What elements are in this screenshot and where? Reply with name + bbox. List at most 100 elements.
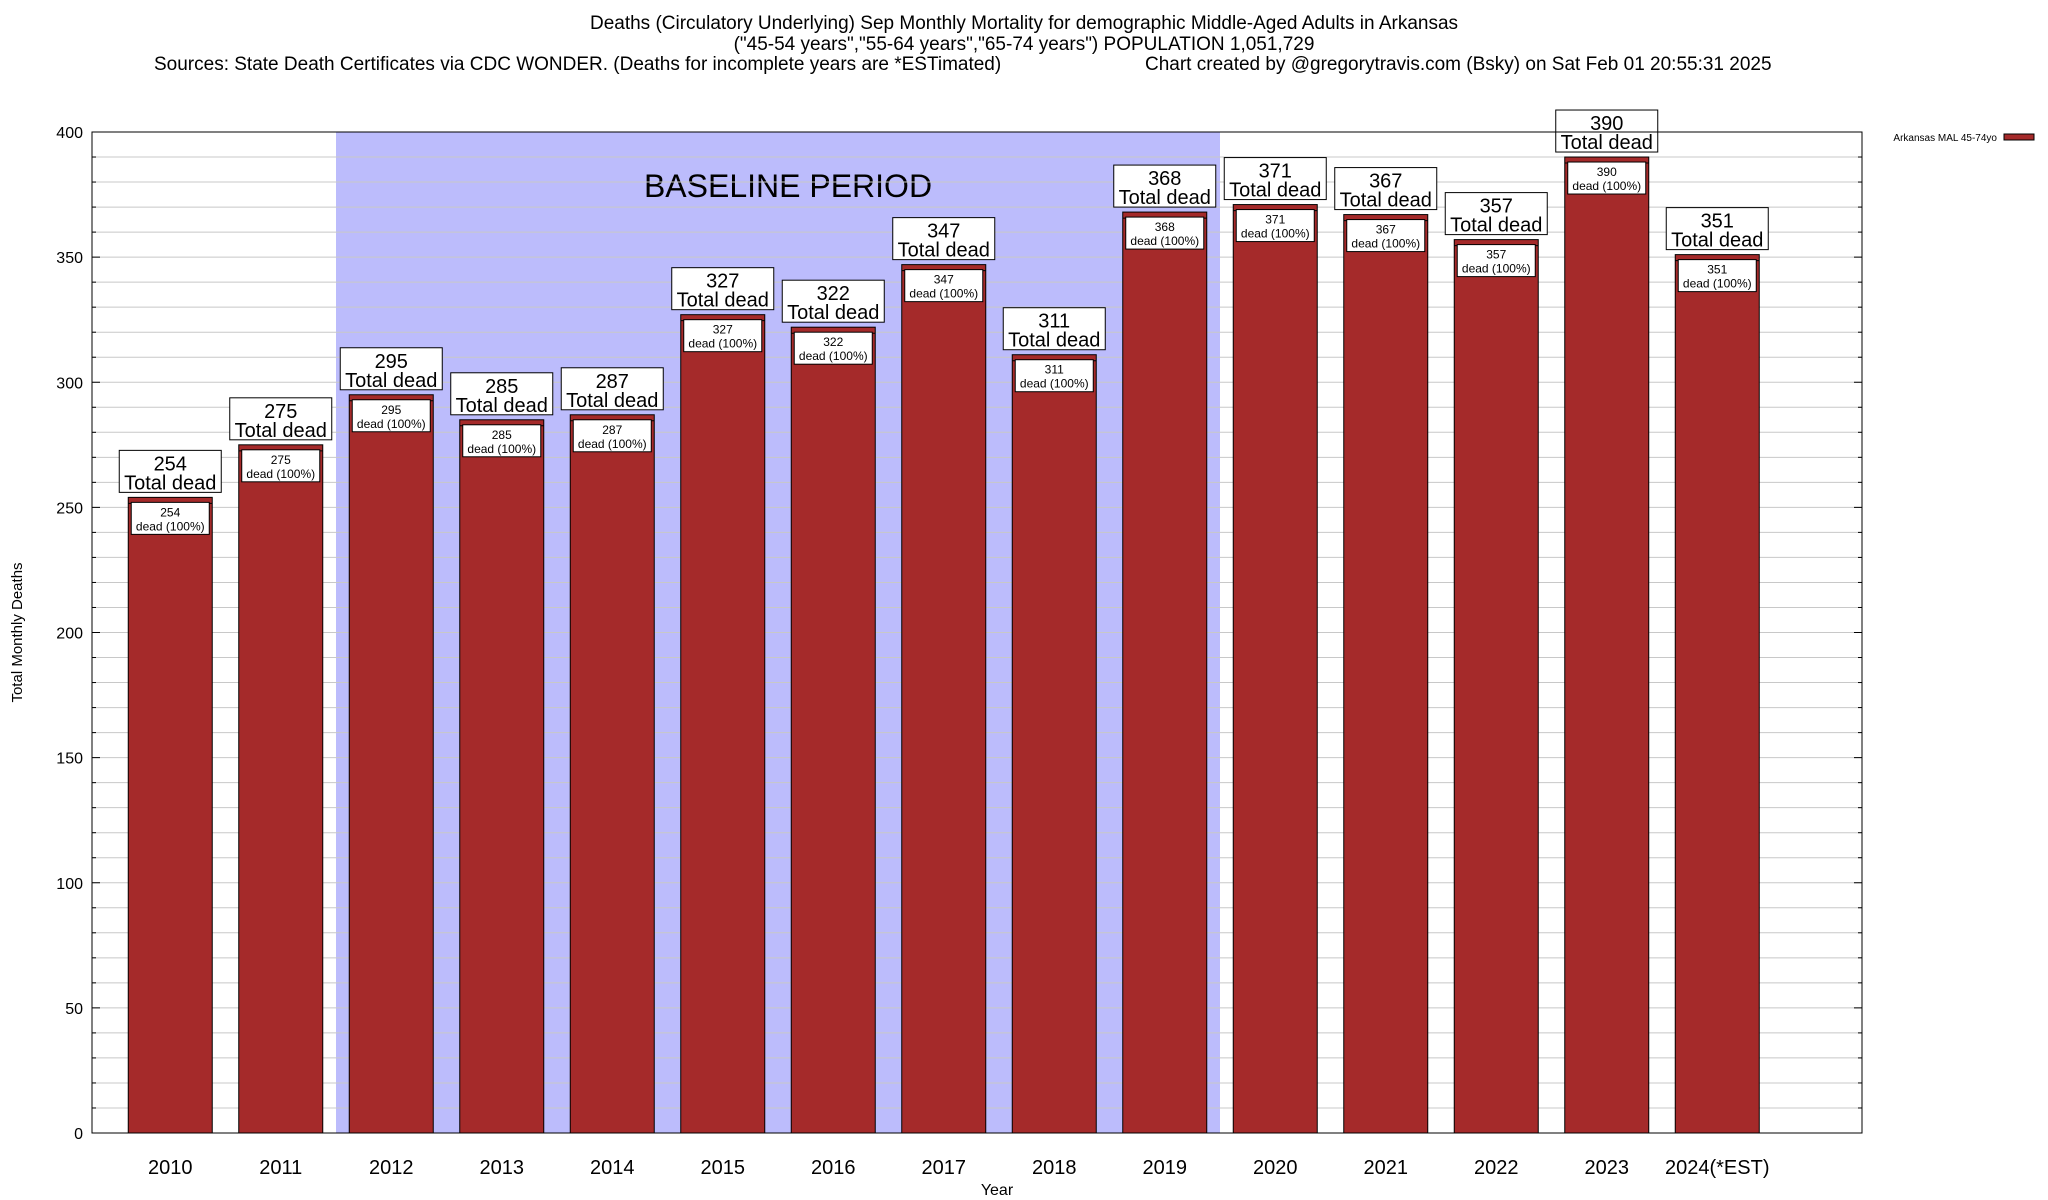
y-tick-label: 400 [56, 125, 83, 142]
chart-subtitle: ("45-54 years","55-64 years","65-74 year… [733, 34, 1315, 55]
x-tick-label: 2017 [922, 1157, 967, 1179]
segment-value-label: 371 [1265, 213, 1285, 227]
segment-label-box [241, 449, 321, 483]
x-tick-label: 2024(*EST) [1665, 1157, 1770, 1179]
total-value-label: 347 [927, 221, 960, 243]
total-text-label: Total dead [1119, 187, 1211, 209]
total-value-label: 295 [375, 351, 408, 373]
x-tick-label: 2022 [1474, 1157, 1519, 1179]
segment-label-box [904, 269, 984, 303]
y-tick-label: 300 [56, 375, 83, 392]
bar-2024(*EST) [1674, 254, 1760, 1134]
y-tick-label: 50 [65, 1001, 83, 1018]
segment-percent-label: dead (100%) [246, 467, 315, 481]
segment-label-box [793, 331, 873, 365]
total-text-label: Total dead [1561, 132, 1653, 154]
segment-percent-label: dead (100%) [909, 287, 978, 301]
total-value-label: 311 [1038, 311, 1070, 333]
segment-percent-label: dead (100%) [467, 442, 536, 456]
segment-label-box [1235, 209, 1315, 243]
total-value-label: 357 [1480, 196, 1513, 218]
bar-2010 [127, 496, 213, 1134]
segment-value-label: 351 [1707, 263, 1727, 277]
segment-percent-label: dead (100%) [357, 417, 426, 431]
total-text-label: Total dead [124, 472, 216, 494]
segment-label-box [1677, 259, 1757, 293]
segment-label-box [572, 419, 652, 453]
total-value-label: 367 [1369, 171, 1402, 193]
total-text-label: Total dead [456, 395, 548, 417]
total-label-box [781, 279, 885, 323]
bar-2011 [238, 444, 324, 1134]
segment-value-label: 311 [1045, 363, 1064, 377]
total-text-label: Total dead [1008, 330, 1100, 352]
total-text-label: Total dead [787, 302, 879, 324]
total-label-box [1444, 192, 1548, 236]
bar-2014 [569, 414, 655, 1134]
chart-sources: Sources: State Death Certificates via CD… [154, 54, 1002, 75]
x-tick-label: 2021 [1364, 1157, 1409, 1179]
x-tick-label: 2015 [701, 1157, 746, 1179]
total-value-label: 254 [154, 453, 187, 475]
segment-value-label: 367 [1376, 223, 1396, 237]
segment-label-box [351, 399, 431, 433]
total-value-label: 285 [485, 376, 518, 398]
segment-percent-label: dead (100%) [799, 349, 868, 363]
segment-label-box [130, 501, 210, 535]
segment-label-box [462, 424, 542, 458]
segment-value-label: 254 [160, 505, 180, 519]
total-label-box [892, 217, 996, 261]
segment-label-box [1125, 216, 1205, 250]
segment-value-label: 275 [271, 453, 291, 467]
total-text-label: Total dead [235, 420, 327, 442]
y-tick-label: 350 [56, 250, 83, 267]
x-tick-label: 2016 [811, 1157, 856, 1179]
y-tick-label: 250 [56, 500, 83, 517]
bar-2015 [680, 314, 766, 1134]
segment-label-box [683, 319, 763, 353]
total-label-box [1113, 164, 1217, 208]
bar-2013 [459, 419, 545, 1134]
legend-swatch [2003, 133, 2035, 141]
baseline-label: BASELINE PERIOD [644, 168, 932, 204]
x-tick-label: 2010 [148, 1157, 193, 1179]
total-value-label: 287 [596, 371, 629, 393]
y-tick-label: 0 [74, 1126, 83, 1143]
y-tick-label: 100 [56, 876, 83, 893]
x-axis-label: Year [981, 1182, 1014, 1199]
total-label-box [118, 449, 222, 493]
chart-credit: Chart created by @gregorytravis.com (Bsk… [1145, 54, 1772, 75]
total-label-box [1665, 207, 1769, 251]
x-tick-label: 2013 [480, 1157, 525, 1179]
segment-value-label: 327 [713, 323, 733, 337]
total-label-box [450, 372, 554, 416]
x-tick-label: 2011 [259, 1157, 302, 1179]
segment-percent-label: dead (100%) [688, 337, 757, 351]
total-label-box [1002, 307, 1106, 351]
segment-percent-label: dead (100%) [578, 437, 647, 451]
y-axis-label: Total Monthly Deaths [9, 562, 26, 702]
segment-value-label: 368 [1155, 220, 1175, 234]
bar-2020 [1232, 204, 1318, 1134]
total-value-label: 322 [817, 283, 850, 305]
y-tick-label: 150 [56, 751, 83, 768]
bar-2017 [901, 264, 987, 1134]
bar-2018 [1011, 354, 1097, 1134]
total-label-box [1555, 109, 1659, 153]
segment-value-label: 347 [934, 273, 954, 287]
segment-percent-label: dead (100%) [1020, 377, 1089, 391]
total-label-box [1334, 167, 1438, 211]
total-label-box [339, 347, 443, 391]
total-value-label: 371 [1259, 161, 1292, 183]
total-text-label: Total dead [677, 290, 769, 312]
bar-2023 [1564, 156, 1650, 1134]
segment-percent-label: dead (100%) [1241, 227, 1310, 241]
bar-2021 [1343, 214, 1429, 1134]
total-label-box [229, 397, 333, 441]
x-tick-label: 2019 [1143, 1157, 1188, 1179]
total-text-label: Total dead [1450, 215, 1542, 237]
segment-value-label: 287 [602, 423, 622, 437]
y-tick-label: 200 [56, 626, 83, 643]
total-text-label: Total dead [566, 390, 658, 412]
